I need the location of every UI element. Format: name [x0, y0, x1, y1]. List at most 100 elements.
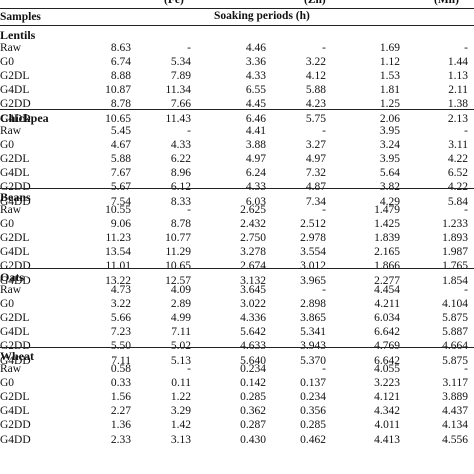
table-cell: 12.57: [165, 274, 191, 287]
table-cell: -: [187, 125, 191, 137]
table-cell: 1.25: [379, 98, 400, 111]
table-cell: 4.97: [245, 153, 266, 166]
table-cell: 13.22: [105, 274, 131, 287]
table-cell: 8.78: [170, 218, 191, 231]
table-cell: -: [322, 125, 326, 137]
table-cell: 7.11: [111, 354, 131, 367]
table-cell: 7.66: [170, 98, 191, 111]
table-cell: 1.12: [379, 56, 400, 69]
table-cell: 0.362: [240, 405, 266, 418]
table-cell: 4.055: [374, 363, 400, 375]
row-label: G0: [0, 218, 15, 231]
table-cell: 11.43: [165, 112, 191, 125]
table-cell: 3.022: [240, 298, 266, 311]
table-cell: 0.430: [240, 433, 266, 446]
table-cell: -: [464, 363, 468, 375]
table-cell: 5.45: [110, 125, 131, 137]
section-divider: [0, 268, 474, 269]
table-cell: 1.53: [379, 70, 400, 83]
table-cell: 5.13: [170, 354, 191, 367]
row-label: G2DL: [0, 312, 30, 325]
table-cell: 2.674: [240, 260, 266, 273]
table-cell: 11.01: [105, 260, 131, 273]
table-cell: 3.22: [305, 56, 326, 69]
row-label: G0: [0, 377, 15, 390]
row-label: G2DL: [0, 153, 30, 166]
table-cell: 1.38: [447, 98, 468, 111]
table-cell: 3.13: [170, 433, 191, 446]
column-group-header: (Zn): [304, 0, 326, 6]
row-label: Raw: [0, 42, 22, 54]
table-cell: 7.23: [110, 326, 131, 339]
table-cell: 2.13: [447, 112, 468, 125]
table-cell: 10.55: [105, 204, 131, 216]
table-cell: -: [464, 42, 468, 54]
table-cell: 3.965: [300, 274, 326, 287]
table-cell: 0.285: [240, 391, 266, 404]
table-cell: 3.865: [300, 312, 326, 325]
table-cell: -: [322, 42, 326, 54]
table-cell: 4.664: [412, 340, 468, 353]
table-cell: 10.65: [105, 112, 131, 125]
table-cell: 0.58: [110, 363, 131, 375]
row-label: G0: [0, 139, 15, 152]
table-cell: 4.67: [110, 139, 131, 152]
table-cell: 4.29: [379, 195, 400, 208]
table-cell: 0.356: [300, 405, 326, 418]
table-cell: 3.29: [170, 405, 191, 418]
table-cell: 4.211: [374, 298, 400, 311]
table-cell: 1.765: [442, 260, 468, 273]
table-cell: 0.234: [240, 363, 266, 375]
table-cell: 4.104: [442, 298, 468, 311]
row-label: Raw: [0, 284, 22, 296]
table-cell: 3.24: [379, 139, 400, 152]
table-cell: 11.29: [165, 246, 191, 259]
row-label: G2DD: [0, 419, 31, 432]
row-label: G4DL: [0, 167, 30, 180]
section-divider: [0, 347, 474, 348]
table-cell: 3.012: [300, 260, 326, 273]
table-cell: 8.63: [110, 42, 131, 54]
table-cell: 6.034: [374, 312, 400, 325]
table-cell: 0.33: [110, 377, 131, 390]
table-cell: -: [464, 125, 468, 137]
table-cell: 7.54: [110, 195, 131, 208]
row-label: G2DL: [0, 391, 30, 404]
table-cell: 3.27: [305, 139, 326, 152]
table-cell: 2.625: [240, 204, 266, 216]
row-label: Raw: [0, 204, 22, 216]
row-label: G4DD: [0, 274, 31, 287]
table-cell: -: [464, 284, 468, 296]
section-divider: [0, 188, 474, 189]
header-rule: [0, 8, 474, 9]
samples-header: Samples: [0, 11, 41, 23]
table-cell: 7.89: [170, 70, 191, 83]
row-label: G4DD: [0, 112, 31, 125]
table-cell: 5.64: [379, 167, 400, 180]
table-cell: 5.88: [305, 84, 326, 97]
row-label: G0: [0, 56, 15, 69]
table-cell: 4.413: [374, 433, 400, 446]
table-cell: 2.165: [374, 246, 400, 259]
row-label: G4DD: [0, 195, 31, 208]
table-cell: 5.887: [442, 326, 468, 339]
table-cell: -: [464, 204, 468, 216]
table-cell: 13.54: [105, 246, 131, 259]
table-cell: 2.978: [300, 232, 326, 245]
table-cell: 5.66: [110, 312, 131, 325]
table-cell: 0.11: [171, 377, 191, 390]
table-cell: 9.06: [110, 218, 131, 231]
table-cell: 4.011: [374, 419, 400, 432]
table-cell: 2.33: [110, 433, 131, 446]
table-cell: 7.34: [305, 195, 326, 208]
table-cell: 2.06: [379, 112, 400, 125]
row-label: G4DL: [0, 405, 30, 418]
row-label: G2DD: [0, 340, 31, 353]
table-cell: 5.75: [305, 112, 326, 125]
table-cell: 11.23: [105, 232, 131, 245]
table-cell: 10.77: [165, 232, 191, 245]
table-cell: 8.88: [110, 70, 131, 83]
table-cell: 10.65: [165, 260, 191, 273]
table-cell: -: [322, 204, 326, 216]
